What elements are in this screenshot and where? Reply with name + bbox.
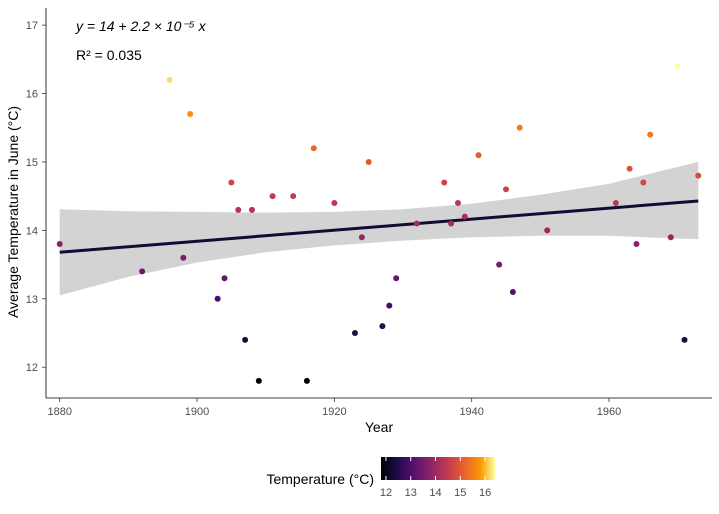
- data-point: [166, 76, 173, 83]
- data-point: [640, 179, 647, 186]
- data-point: [331, 200, 338, 206]
- y-tick-label: 16: [26, 89, 38, 101]
- equation-annotation: y = 14 + 2.2 × 10⁻⁵ x: [75, 18, 207, 34]
- data-point: [674, 63, 681, 70]
- data-point: [612, 200, 619, 206]
- data-point: [413, 220, 420, 227]
- x-tick-label: 1960: [597, 406, 621, 418]
- data-point: [544, 227, 551, 234]
- y-tick-label: 15: [26, 157, 38, 169]
- colorbar-tick-label: 15: [454, 487, 466, 499]
- data-point: [242, 336, 249, 343]
- data-point: [667, 234, 674, 241]
- data-point: [221, 275, 228, 282]
- data-point: [379, 323, 386, 330]
- y-tick-label: 13: [26, 294, 38, 306]
- y-axis-title: Average Temperature in June (°C): [5, 106, 21, 318]
- data-point: [351, 330, 358, 336]
- data-point: [633, 241, 640, 248]
- y-tick-label: 17: [26, 20, 38, 32]
- data-point: [310, 145, 317, 152]
- data-point: [626, 165, 633, 172]
- data-point: [441, 179, 448, 186]
- x-tick-label: 1900: [185, 406, 209, 418]
- x-tick-label: 1940: [459, 406, 483, 418]
- data-point: [393, 275, 400, 282]
- data-point: [647, 131, 654, 138]
- colorbar-tick-label: 13: [405, 487, 417, 499]
- data-point: [139, 268, 146, 275]
- x-tick-label: 1880: [47, 406, 71, 418]
- data-point: [695, 172, 702, 179]
- confidence-band: [59, 161, 699, 296]
- data-point: [448, 220, 455, 227]
- data-point: [255, 377, 262, 384]
- x-axis-title: Year: [365, 419, 394, 435]
- colorbar-title: Temperature (°C): [266, 471, 374, 487]
- data-point: [248, 206, 255, 213]
- data-point: [681, 336, 688, 343]
- data-point: [269, 193, 276, 200]
- data-point: [228, 179, 235, 186]
- colorbar-tick-label: 12: [380, 487, 392, 499]
- colorbar: [381, 457, 495, 480]
- data-point: [454, 200, 461, 206]
- data-point: [509, 288, 516, 295]
- data-point: [365, 158, 372, 165]
- y-tick-label: 14: [26, 225, 38, 237]
- data-point: [187, 111, 194, 118]
- r-squared-annotation: R² = 0.035: [76, 47, 142, 63]
- data-point: [180, 254, 187, 261]
- data-point: [386, 302, 393, 309]
- colorbar-tick-label: 14: [429, 487, 441, 499]
- data-point: [290, 193, 297, 200]
- data-point: [475, 152, 482, 159]
- data-point: [56, 241, 63, 248]
- data-point: [303, 377, 310, 384]
- data-point: [461, 213, 468, 220]
- data-point: [516, 124, 523, 131]
- data-point: [235, 206, 242, 213]
- x-tick-label: 1920: [322, 406, 346, 418]
- data-point: [214, 295, 221, 302]
- data-point: [503, 186, 510, 193]
- data-point: [496, 261, 503, 268]
- trend-line: [59, 199, 699, 254]
- y-tick-label: 12: [26, 362, 38, 374]
- colorbar-tick-label: 16: [479, 487, 491, 499]
- data-point: [358, 234, 365, 241]
